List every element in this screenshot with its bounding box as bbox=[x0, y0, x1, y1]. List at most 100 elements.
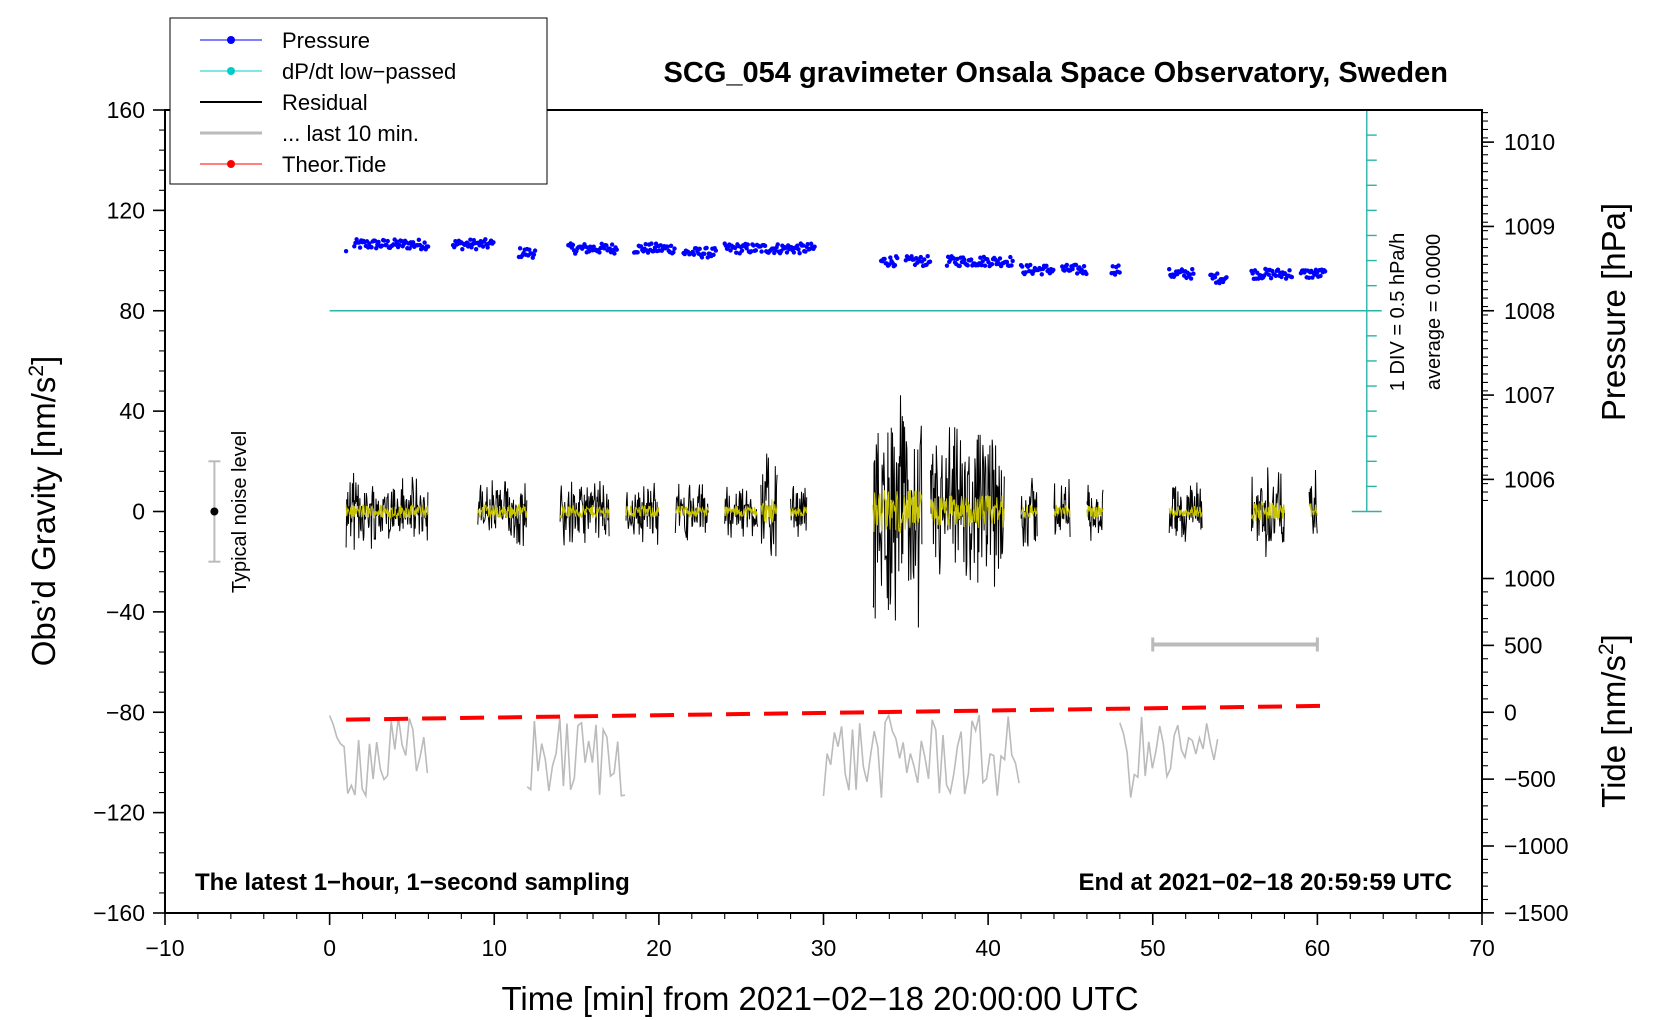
legend-label: dP/dt low−passed bbox=[282, 59, 456, 84]
pressure-point bbox=[1073, 262, 1079, 268]
pressure-point bbox=[744, 246, 749, 251]
pressure-point bbox=[483, 237, 488, 242]
legend-swatch-marker bbox=[227, 36, 235, 44]
residual-smoothed-trace bbox=[930, 495, 1005, 529]
pressure-point bbox=[775, 242, 780, 247]
pressure-point bbox=[651, 248, 656, 254]
residual-trace bbox=[1251, 467, 1285, 558]
pressure-point bbox=[711, 252, 716, 258]
residual-trace bbox=[1086, 484, 1104, 541]
x-axis: −10 0 10 20 30 40 50 60 70 bbox=[145, 913, 1495, 961]
pressure-point bbox=[658, 243, 663, 248]
pressure-point bbox=[1064, 262, 1070, 268]
y-tick-label: 40 bbox=[119, 398, 145, 424]
pressure-point bbox=[951, 256, 957, 261]
pressure-point bbox=[1079, 267, 1084, 273]
pressure-point bbox=[962, 257, 967, 262]
noise-level-label: Typical noise level bbox=[229, 431, 251, 593]
pressure-point bbox=[527, 247, 532, 252]
pressure-point bbox=[739, 248, 745, 253]
pressure-point bbox=[800, 243, 806, 248]
pressure-point bbox=[1062, 268, 1067, 273]
residual-smoothed-trace bbox=[760, 499, 778, 524]
pressure-point bbox=[485, 245, 490, 250]
y-axis-tide: 1000 500 0 −500 −1000 −1500 bbox=[1482, 566, 1569, 926]
pressure-point bbox=[614, 247, 619, 252]
pressure-point bbox=[704, 245, 709, 251]
x-tick-label: 0 bbox=[323, 935, 336, 961]
legend-label: Theor.Tide bbox=[282, 152, 386, 177]
residual-smoothed-trace bbox=[1020, 505, 1038, 519]
data-layer bbox=[208, 109, 1382, 799]
x-tick-label: 70 bbox=[1469, 935, 1495, 961]
pressure-point bbox=[745, 242, 750, 247]
pressure-point bbox=[352, 244, 357, 249]
residual-smoothed-trace bbox=[724, 505, 759, 518]
x-tick-label: 60 bbox=[1305, 935, 1331, 961]
residual-smoothed-trace bbox=[625, 505, 660, 519]
pressure-point bbox=[379, 243, 385, 248]
last10-trace bbox=[526, 718, 626, 797]
legend-swatch-marker bbox=[227, 160, 235, 168]
pressure-point bbox=[1023, 270, 1028, 275]
pressure-point bbox=[1116, 263, 1121, 268]
pressure-point bbox=[671, 250, 676, 255]
residual-trace bbox=[559, 480, 610, 546]
pressure-point bbox=[407, 246, 412, 251]
pressure-point bbox=[762, 243, 768, 249]
residual-smoothed-trace bbox=[790, 506, 808, 518]
pressure-point bbox=[1289, 274, 1295, 280]
pressure-point bbox=[422, 240, 427, 245]
pressure-point bbox=[376, 239, 381, 245]
theor-tide-line bbox=[346, 703, 1326, 722]
y-tick-label: 120 bbox=[107, 197, 145, 223]
pressure-point bbox=[1270, 268, 1275, 274]
y-axis-label-sup: 2 bbox=[25, 365, 48, 377]
tide-tick-label: 1000 bbox=[1504, 566, 1555, 592]
pressure-point bbox=[691, 252, 697, 257]
pressure-point bbox=[1188, 276, 1194, 281]
pressure-point bbox=[1224, 275, 1229, 280]
pressure-point bbox=[1191, 271, 1196, 276]
pressure-point bbox=[697, 246, 702, 252]
pressure-point bbox=[957, 263, 962, 269]
y-axis-label-tide: Tide [nm/s2] bbox=[1595, 634, 1632, 808]
pressure-point bbox=[343, 248, 349, 254]
dpdt-average-label: average = 0.0000 bbox=[1423, 234, 1445, 390]
residual-smoothed-trace bbox=[1251, 500, 1285, 522]
tide-label-close: ] bbox=[1595, 634, 1632, 643]
tide-label-sup: 2 bbox=[1595, 643, 1618, 655]
pressure-point bbox=[1215, 271, 1220, 276]
pressure-point bbox=[982, 263, 988, 268]
pressure-point bbox=[751, 243, 756, 248]
pressure-point bbox=[795, 243, 800, 248]
pressure-point bbox=[416, 237, 422, 243]
x-tick-label: 50 bbox=[1140, 935, 1166, 961]
pressure-point bbox=[480, 244, 486, 249]
pressure-point bbox=[1250, 271, 1255, 276]
pressure-point bbox=[591, 244, 596, 249]
pressure-point bbox=[753, 248, 759, 253]
pressure-point bbox=[797, 250, 802, 256]
pressure-point bbox=[1273, 273, 1278, 278]
legend-swatch-marker bbox=[227, 67, 235, 75]
pressure-point bbox=[531, 252, 537, 257]
residual-trace bbox=[1168, 482, 1203, 542]
pressure-point bbox=[1051, 267, 1056, 273]
legend-label: Residual bbox=[282, 90, 368, 115]
pressure-point bbox=[460, 246, 465, 252]
pressure-point bbox=[945, 254, 951, 260]
x-tick-label: 40 bbox=[975, 935, 1001, 961]
pressure-point bbox=[1279, 274, 1284, 280]
tide-tick-label: −1500 bbox=[1504, 900, 1569, 926]
pressure-tick-label: 1006 bbox=[1504, 466, 1555, 492]
pressure-point bbox=[1112, 272, 1118, 277]
bottom-left-caption: The latest 1−hour, 1−second sampling bbox=[195, 869, 630, 896]
pressure-point bbox=[699, 255, 705, 260]
y-axis-label-text: Obs’d Gravity [nm/s bbox=[25, 377, 62, 667]
pressure-point bbox=[372, 238, 378, 244]
pressure-point bbox=[604, 243, 609, 248]
tide-tick-label: −500 bbox=[1504, 766, 1556, 792]
legend: Pressure dP/dt low−passed Residual ... last… bbox=[169, 17, 548, 185]
pressure-point bbox=[1266, 272, 1272, 277]
